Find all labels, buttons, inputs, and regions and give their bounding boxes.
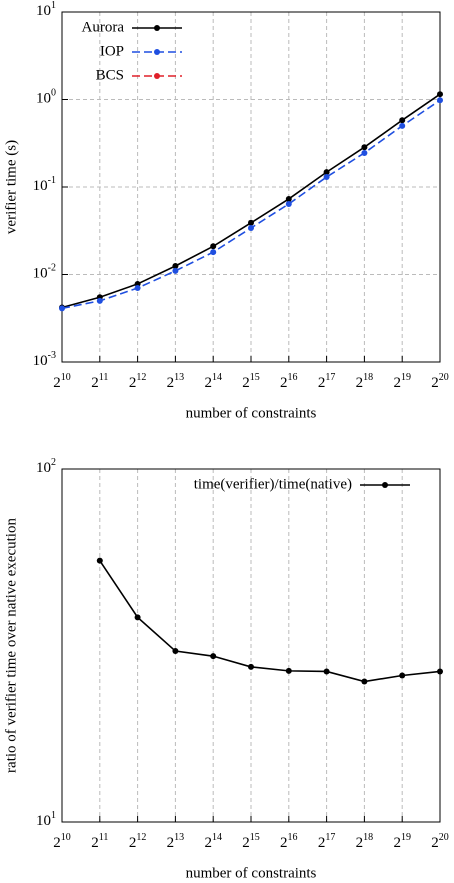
- x-tick-label: 212: [129, 832, 147, 851]
- data-point: [285, 667, 292, 674]
- data-point: [210, 653, 217, 660]
- data-point: [323, 169, 330, 176]
- data-point: [134, 285, 141, 292]
- data-point: [399, 117, 406, 124]
- x-tick-label: 220: [431, 372, 449, 391]
- series-line: [99, 560, 441, 683]
- plot-frame: [61, 468, 441, 823]
- data-point: [285, 195, 292, 202]
- x-tick-label: 219: [393, 832, 411, 851]
- data-point: [210, 249, 217, 256]
- x-tick-label: 212: [129, 372, 147, 391]
- data-point: [323, 174, 330, 181]
- x-tick-label: 210: [53, 372, 71, 391]
- x-tick-label: 216: [280, 832, 298, 851]
- data-point: [172, 267, 179, 274]
- x-tick-label: 211: [91, 372, 108, 391]
- data-point: [361, 144, 368, 151]
- x-tick-label: 217: [318, 372, 336, 391]
- x-tick-label: 220: [431, 832, 449, 851]
- data-point: [248, 219, 254, 226]
- data-point: [248, 224, 254, 231]
- x-tick-label: 210: [53, 832, 71, 851]
- x-tick-label: 219: [393, 372, 411, 391]
- data-point: [172, 263, 179, 270]
- y-tick-label: 100: [36, 88, 56, 107]
- legend-label: BCS: [96, 67, 124, 83]
- x-tick-label: 214: [204, 372, 222, 391]
- y-tick-label: 10-2: [33, 263, 56, 282]
- data-point: [210, 243, 217, 250]
- data-point: [172, 648, 179, 655]
- y-axis-label: verifier time (s): [3, 140, 19, 234]
- legend-marker: [154, 25, 160, 31]
- legend-label: time(verifier)/time(native): [194, 476, 352, 492]
- data-point: [437, 91, 443, 98]
- y-axis-label: ratio of verifier time over native execu…: [3, 518, 19, 773]
- y-tick-label: 10-1: [33, 175, 56, 194]
- y-tick-label: 102: [36, 457, 56, 476]
- legend-marker: [154, 49, 160, 55]
- legend-marker: [382, 482, 388, 488]
- data-point: [437, 668, 443, 675]
- x-tick-label: 218: [356, 372, 374, 391]
- x-tick-label: 211: [91, 832, 108, 851]
- data-point: [361, 678, 368, 685]
- x-tick-label: 213: [167, 372, 185, 391]
- x-axis-label: number of constraints: [186, 865, 317, 881]
- y-tick-label: 101: [36, 810, 56, 829]
- data-point: [323, 668, 330, 675]
- x-tick-label: 214: [204, 832, 222, 851]
- legend-label: IOP: [100, 43, 124, 59]
- x-tick-label: 217: [318, 832, 336, 851]
- data-point: [285, 200, 292, 207]
- data-point: [399, 122, 406, 129]
- legend-marker: [154, 73, 160, 79]
- data-point: [96, 297, 103, 304]
- y-tick-label: 101: [36, 0, 56, 19]
- data-point: [248, 663, 254, 670]
- plot-frame: [61, 11, 441, 363]
- data-point: [59, 305, 65, 312]
- data-point: [361, 149, 368, 156]
- x-axis-label: number of constraints: [186, 405, 317, 421]
- x-tick-label: 218: [356, 832, 374, 851]
- x-tick-label: 215: [242, 832, 260, 851]
- x-tick-label: 216: [280, 372, 298, 391]
- x-tick-label: 213: [167, 832, 185, 851]
- data-point: [134, 614, 141, 621]
- data-point: [96, 557, 103, 564]
- data-point: [399, 672, 406, 679]
- data-point: [134, 280, 141, 287]
- x-tick-label: 215: [242, 372, 260, 391]
- y-tick-label: 10-3: [33, 350, 56, 369]
- data-point: [437, 97, 443, 104]
- legend-label: Aurora: [82, 19, 125, 35]
